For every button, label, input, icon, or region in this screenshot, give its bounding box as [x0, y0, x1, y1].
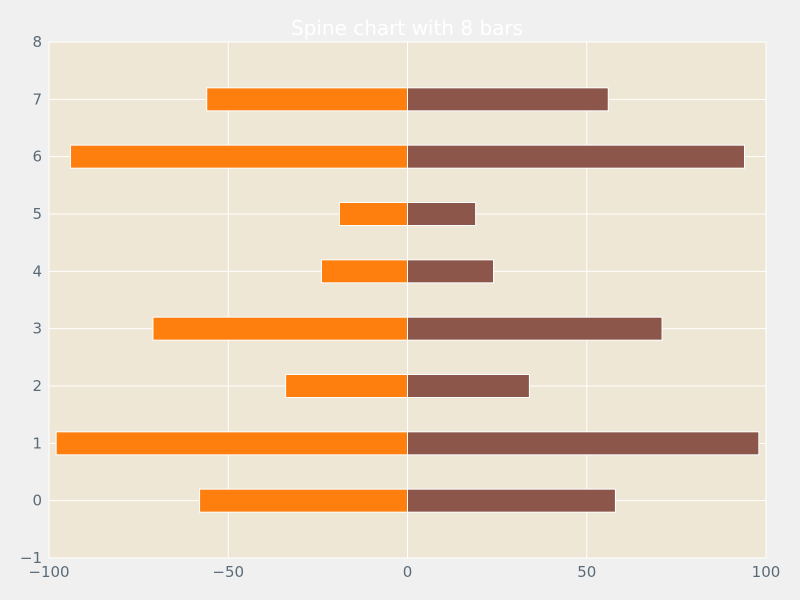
x-tick-label: −100: [28, 563, 69, 581]
y-tick-label: 7: [32, 90, 42, 108]
chart-title: Spine chart with 8 bars: [291, 16, 523, 40]
bar-series-0-cat-0: [199, 488, 408, 513]
bar-series-1-cat-1: [407, 431, 760, 456]
bar-series-0-cat-7: [206, 87, 408, 112]
bar-series-0-cat-1: [55, 431, 408, 456]
bar-series-0-cat-5: [338, 202, 409, 226]
x-axis-ticks: −100 −50 0 50 100: [28, 563, 780, 581]
y-tick-label: 8: [32, 33, 42, 51]
y-tick-label: 0: [32, 492, 42, 510]
bar-series-0-cat-6: [70, 144, 408, 169]
y-tick-label: −1: [20, 549, 42, 567]
bar-series-1-cat-4: [407, 259, 495, 284]
bar-series-0-cat-4: [320, 259, 408, 284]
bar-series-1-cat-2: [407, 374, 530, 398]
y-axis-ticks: −1 0 1 2 3 4 5 6 7 8: [20, 33, 42, 567]
bars: [55, 87, 760, 513]
y-tick-label: 2: [32, 377, 42, 395]
x-tick-label: 50: [577, 563, 596, 581]
bar-series-1-cat-5: [407, 202, 477, 226]
bar-series-1-cat-0: [407, 488, 616, 513]
y-tick-label: 4: [32, 262, 42, 280]
x-tick-label: 100: [752, 563, 781, 581]
bar-series-0-cat-3: [152, 316, 408, 341]
bar-series-1-cat-7: [407, 87, 609, 112]
bar-series-1-cat-6: [407, 144, 745, 169]
x-tick-label: −50: [212, 563, 244, 581]
y-tick-label: 3: [32, 320, 42, 338]
bar-series-1-cat-3: [407, 316, 663, 341]
bar-series-0-cat-2: [285, 374, 408, 398]
x-tick-label: 0: [403, 563, 413, 581]
y-tick-label: 5: [32, 205, 42, 223]
y-tick-label: 6: [32, 148, 42, 166]
y-tick-label: 1: [32, 434, 42, 452]
